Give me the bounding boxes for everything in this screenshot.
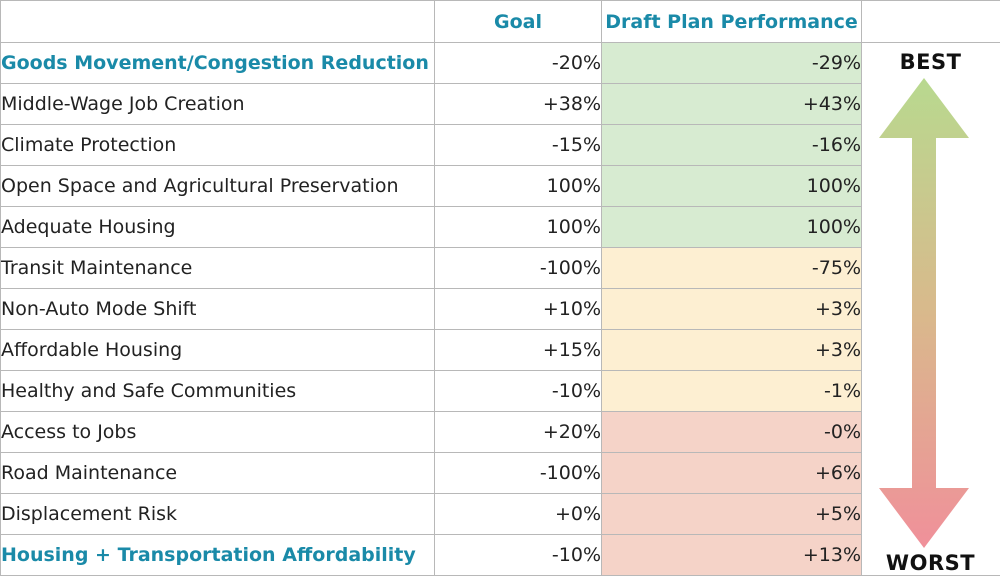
table-row: Open Space and Agricultural Preservation… [0, 165, 1000, 207]
metric-cell: Adequate Housing [0, 206, 435, 248]
draft-performance-cell: -16% [601, 124, 862, 166]
goal-cell: -10% [434, 370, 602, 412]
table-row: Housing + Transportation Affordability -1… [0, 534, 1000, 576]
goal-cell: -20% [434, 42, 602, 84]
table-row: Middle-Wage Job Creation +38% +43% [0, 83, 1000, 125]
table-row: Access to Jobs +20% -0% [0, 411, 1000, 453]
goal-cell: +0% [434, 493, 602, 535]
draft-performance-cell: -1% [601, 370, 862, 412]
metric-cell: Transit Maintenance [0, 247, 435, 289]
draft-performance-cell: +6% [601, 452, 862, 494]
metric-cell: Healthy and Safe Communities [0, 370, 435, 412]
table-row: Transit Maintenance -100% -75% [0, 247, 1000, 289]
draft-performance-cell: 100% [601, 165, 862, 207]
metric-cell: Goods Movement/Congestion Reduction [0, 42, 435, 84]
table-header-row: Goal Draft Plan Performance [0, 0, 1000, 43]
table-row: Displacement Risk +0% +5% [0, 493, 1000, 535]
header-metric [0, 0, 435, 43]
best-worst-arrow-icon [879, 78, 969, 548]
metric-cell: Road Maintenance [0, 452, 435, 494]
goal-cell: +38% [434, 83, 602, 125]
draft-performance-cell: +43% [601, 83, 862, 125]
goal-cell: -15% [434, 124, 602, 166]
metric-cell: Displacement Risk [0, 493, 435, 535]
draft-performance-cell: +3% [601, 329, 862, 371]
metric-cell: Housing + Transportation Affordability [0, 534, 435, 576]
draft-performance-cell: -75% [601, 247, 862, 289]
worst-label: WORST [885, 551, 976, 575]
table-row: Adequate Housing 100% 100% [0, 206, 1000, 248]
draft-performance-cell: -29% [601, 42, 862, 84]
table-row: Goods Movement/Congestion Reduction -20% -… [0, 42, 1000, 576]
goal-cell: -10% [434, 534, 602, 576]
table-body: Goods Movement/Congestion Reduction -20% -… [0, 42, 1000, 576]
metric-cell: Open Space and Agricultural Preservation [0, 165, 435, 207]
goal-cell: 100% [434, 165, 602, 207]
header-goal: Goal [434, 0, 602, 43]
metric-cell: Non-Auto Mode Shift [0, 288, 435, 330]
draft-performance-cell: +13% [601, 534, 862, 576]
header-scale [861, 0, 1000, 43]
goal-cell: 100% [434, 206, 602, 248]
goal-cell: -100% [434, 452, 602, 494]
table-row: Affordable Housing +15% +3% [0, 329, 1000, 371]
table-row: Road Maintenance -100% +6% [0, 452, 1000, 494]
goal-cell: +20% [434, 411, 602, 453]
metric-cell: Climate Protection [0, 124, 435, 166]
draft-performance-cell: +3% [601, 288, 862, 330]
table-row: Climate Protection -15% -16% [0, 124, 1000, 166]
metric-cell: Access to Jobs [0, 411, 435, 453]
draft-performance-cell: 100% [601, 206, 862, 248]
draft-performance-cell: +5% [601, 493, 862, 535]
goal-cell: +10% [434, 288, 602, 330]
best-label: BEST [899, 50, 962, 74]
goal-cell: +15% [434, 329, 602, 371]
table-row: Healthy and Safe Communities -10% -1% [0, 370, 1000, 412]
table-row: Non-Auto Mode Shift +10% +3% [0, 288, 1000, 330]
goal-cell: -100% [434, 247, 602, 289]
draft-performance-cell: -0% [601, 411, 862, 453]
header-draft-plan-performance: Draft Plan Performance [601, 0, 862, 43]
metric-cell: Affordable Housing [0, 329, 435, 371]
metric-cell: Middle-Wage Job Creation [0, 83, 435, 125]
